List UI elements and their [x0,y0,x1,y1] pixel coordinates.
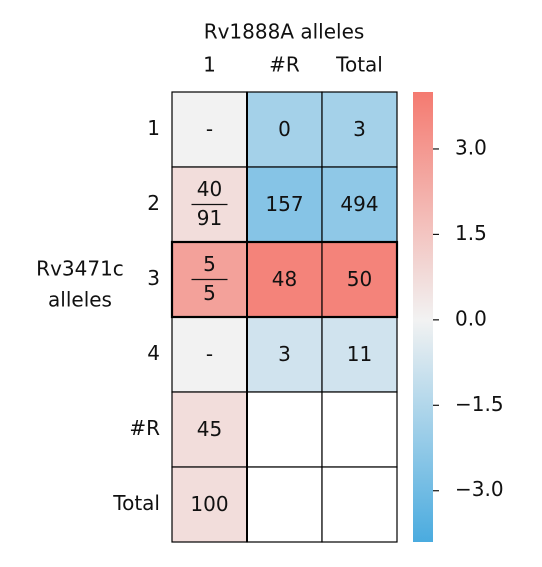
row-label: 2 [147,191,160,215]
row-label: 4 [147,341,160,365]
colorbar-tick-label: 1.5 [455,221,487,245]
heatmap-cell [246,466,323,543]
cell-label: 157 [265,192,303,216]
heatmap-cell [321,466,398,543]
heatmap-cell [246,91,323,168]
cell-label: 45 [197,417,222,441]
colorbar-tick-label: −3.0 [455,477,504,501]
heatmap-cell [171,391,248,468]
row-label: 1 [147,116,160,140]
heatmap-cell [246,316,323,393]
colorbar-tick-label: −1.5 [455,392,504,416]
colorbar-tick-label: 3.0 [455,135,487,159]
row-label: #R [129,416,160,440]
heatmap-cell [321,166,398,243]
column-label: 1 [203,53,216,77]
cell-label: - [206,342,213,366]
row-label: 3 [147,266,160,290]
colorbar-tick-label: 0.0 [455,306,487,330]
cell-label: - [206,117,213,141]
cell-denominator: 5 [203,281,216,305]
border [170,240,399,319]
heatmap-cell [171,466,248,543]
cell-numerator: 5 [203,252,216,276]
heatmap-cell [171,91,248,168]
cell-label: 3 [278,342,291,366]
heatmap-cell [321,91,398,168]
cell-denominator: 91 [197,206,222,230]
cell-label: 100 [190,492,228,516]
cell-label: 48 [272,267,297,291]
cell-label: 0 [278,117,291,141]
heatmap-cell [321,316,398,393]
y-axis-label: Rv3471c [36,257,124,281]
row-label: Total [112,491,160,515]
heatmap-cell [246,391,323,468]
column-label: #R [269,53,300,77]
column-label: Total [335,53,383,77]
y-axis-label: alleles [48,288,112,312]
heatmap-cell [321,391,398,468]
cell-numerator: 40 [197,177,222,201]
colorbar [413,92,433,542]
cell-label: 3 [353,117,366,141]
cell-label: 50 [347,267,372,291]
chart-title: Rv1888A alleles [204,20,365,44]
cell-label: 11 [347,342,372,366]
cell-label: 494 [340,192,378,216]
